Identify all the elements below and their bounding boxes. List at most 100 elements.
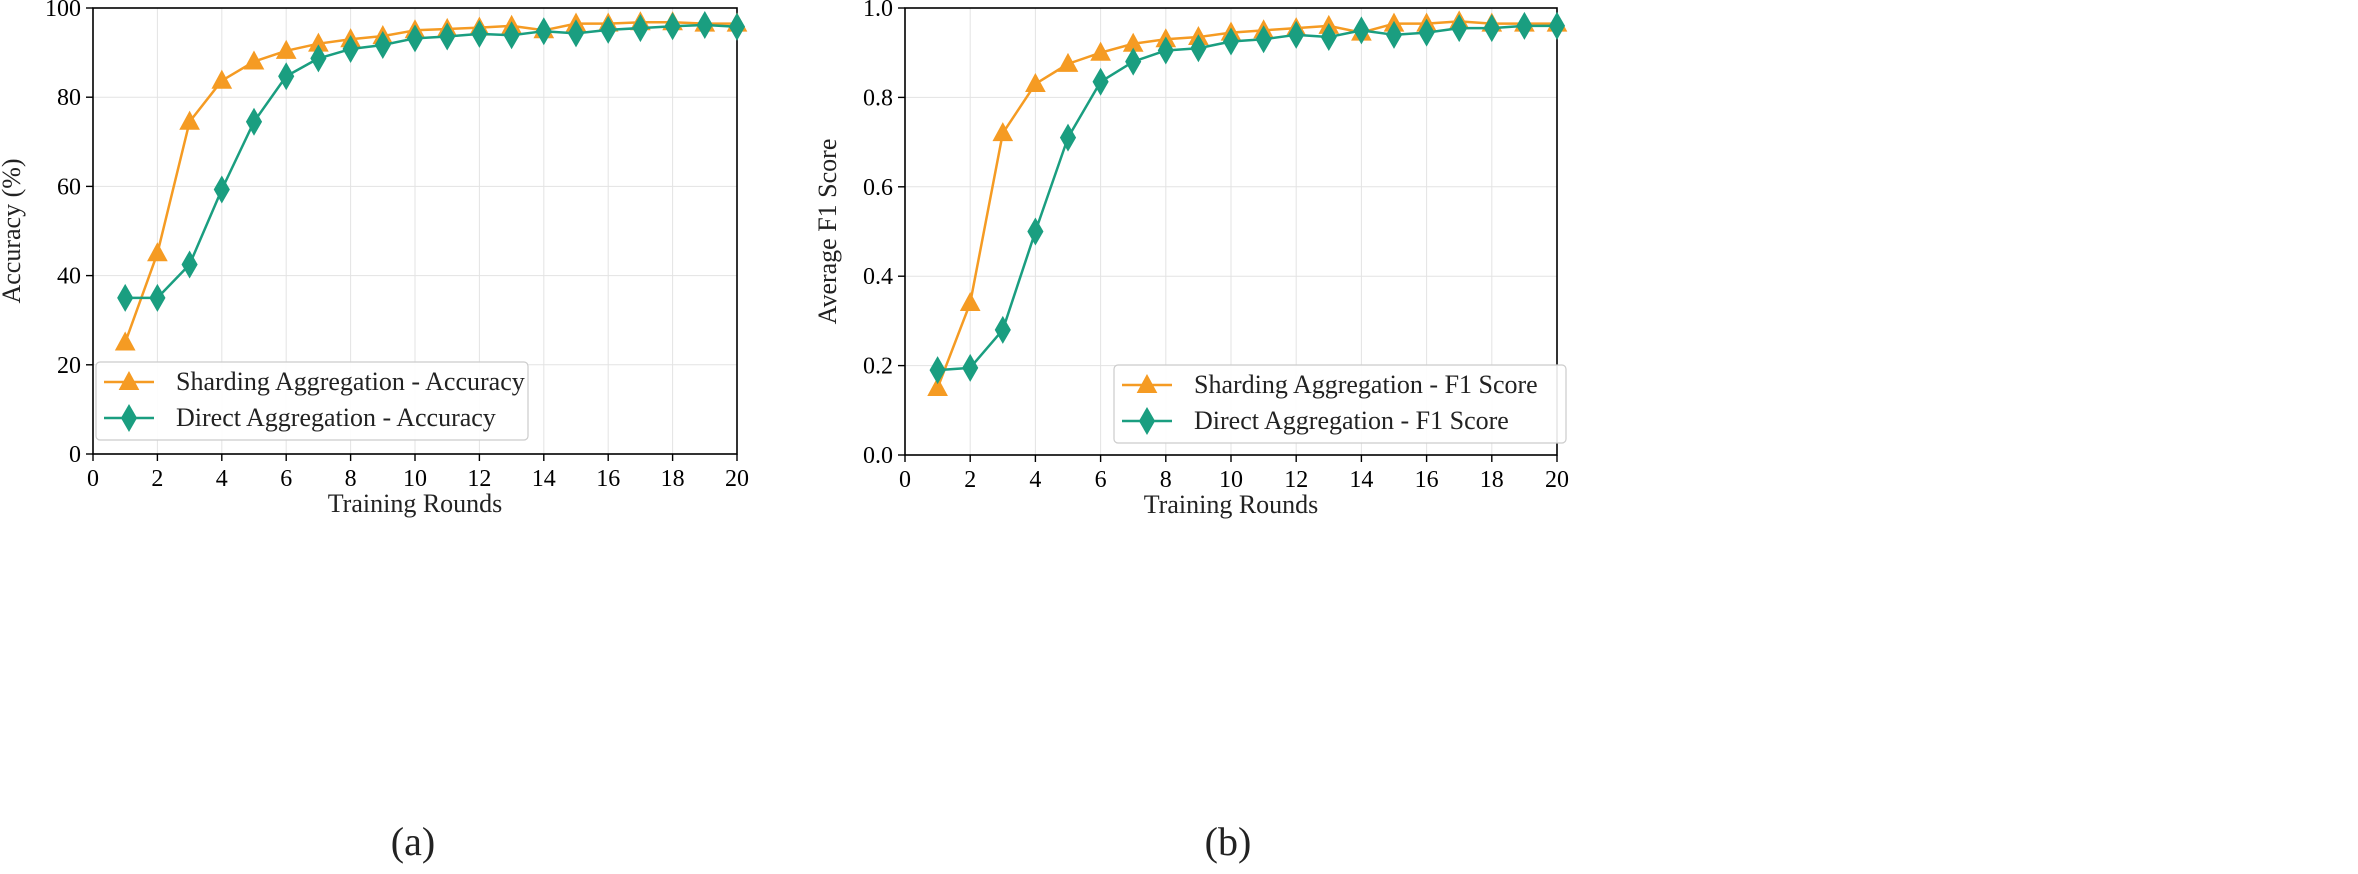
data-point-direct [278,62,295,91]
x-tick-label: 0 [899,467,911,493]
legend-marker [1136,373,1158,393]
x-tick-label: 20 [1545,467,1569,493]
data-point-sharding [275,39,297,59]
y-tick-label: 0.0 [863,443,893,469]
data-point-direct [117,283,134,312]
data-point-direct [1190,34,1207,63]
x-tick-label: 4 [1029,467,1041,493]
y-tick-label: 0.4 [863,264,893,290]
data-point-sharding [1025,72,1046,92]
x-tick-label: 18 [1480,467,1504,493]
data-point-direct [567,19,585,48]
y-tick-label: 40 [57,264,81,290]
data-point-direct [1092,67,1109,96]
legend-box [1113,364,1567,444]
data-point-direct [1222,27,1240,56]
data-point-direct [1157,36,1174,65]
data-point-direct [929,356,946,385]
data-point-direct [503,21,520,50]
y-tick-label: 20 [57,353,81,379]
data-point-direct [1255,25,1272,54]
legend-marker [118,370,140,390]
data-point-direct [439,22,456,51]
data-point-direct [1320,23,1337,52]
x-axis-label: Training Rounds [328,489,503,518]
x-tick-label: 12 [467,466,491,492]
data-point-direct [310,44,327,73]
data-point-direct [374,31,391,60]
data-point-direct [1548,11,1566,40]
data-point-sharding [243,50,265,70]
data-point-direct [1418,18,1435,47]
legend-box [95,361,529,441]
x-tick-label: 18 [661,466,685,492]
data-point-direct [696,10,713,39]
series-line-sharding [936,20,1557,389]
x-tick-label: 16 [596,466,620,492]
series-line-direct [937,24,1557,372]
legend-marker [1138,406,1156,436]
legend-label: Direct Aggregation - Accuracy [176,403,496,432]
data-point-direct [1385,20,1403,49]
data-point-direct [149,283,166,312]
data-point-direct [1516,11,1533,40]
y-axis-label: Accuracy (%) [0,158,26,303]
x-tick-label: 20 [725,466,749,492]
data-point-direct [664,12,681,41]
data-point-direct [535,17,552,46]
x-tick-label: 10 [1219,467,1243,493]
series-line-sharding [124,21,737,343]
x-tick-label: 2 [151,466,163,492]
data-point-direct [994,315,1011,344]
data-point-direct [1483,14,1500,43]
data-point-sharding [927,376,948,396]
data-point-direct [1059,123,1077,152]
x-tick-label: 0 [87,466,99,492]
y-tick-label: 0 [69,442,81,468]
chart-f1-score: 0 2 4 6 8 10 12 14 16 18 20 0.0 0.2 0.4 0.6 0.8 1.0 Train… [813,0,1569,864]
data-point-direct [213,175,230,204]
data-point-direct [1125,47,1142,76]
legend: Sharding Aggregation - F1 Score Direct Ag… [1113,364,1567,444]
x-tick-label: 14 [1349,467,1373,493]
data-point-direct [406,24,424,53]
data-point-direct [632,14,649,43]
data-point-direct [962,353,979,382]
x-tick-label: 8 [345,466,357,492]
y-tick-label: 0.6 [863,175,893,201]
y-tick-label: 60 [57,174,81,200]
data-point-direct [181,250,198,279]
y-tick-label: 0.2 [863,354,893,380]
x-tick-label: 12 [1284,467,1308,493]
data-point-direct [471,19,488,48]
data-point-sharding [147,242,168,262]
x-tick-label: 6 [1095,467,1107,493]
x-tick-label: 10 [403,466,427,492]
y-tick-label: 80 [57,85,81,111]
legend-label: Sharding Aggregation - F1 Score [1194,370,1538,399]
y-axis-label: Average F1 Score [813,139,842,325]
data-point-sharding [959,291,981,312]
data-point-direct [1027,217,1044,246]
figure-caption: (b) [1205,819,1252,864]
y-tick-label: 1.0 [863,0,893,22]
data-point-sharding [1090,41,1111,61]
x-tick-label: 8 [1160,467,1172,493]
y-tick-label: 0.8 [863,85,893,111]
data-point-direct [600,15,617,44]
x-tick-label: 16 [1415,467,1439,493]
data-point-direct [728,12,746,41]
data-point-sharding [1057,52,1079,72]
data-point-sharding [114,331,136,351]
x-tick-label: 6 [280,466,292,492]
series-line-direct [125,23,738,300]
data-point-sharding [211,69,233,89]
legend-label: Sharding Aggregation - Accuracy [176,367,525,396]
x-tick-label: 4 [216,466,228,492]
data-point-direct [1288,20,1305,49]
data-point-direct [245,107,263,136]
x-axis-label: Training Rounds [1144,490,1319,519]
legend-label: Direct Aggregation - F1 Score [1194,406,1509,435]
x-tick-label: 14 [532,466,556,492]
